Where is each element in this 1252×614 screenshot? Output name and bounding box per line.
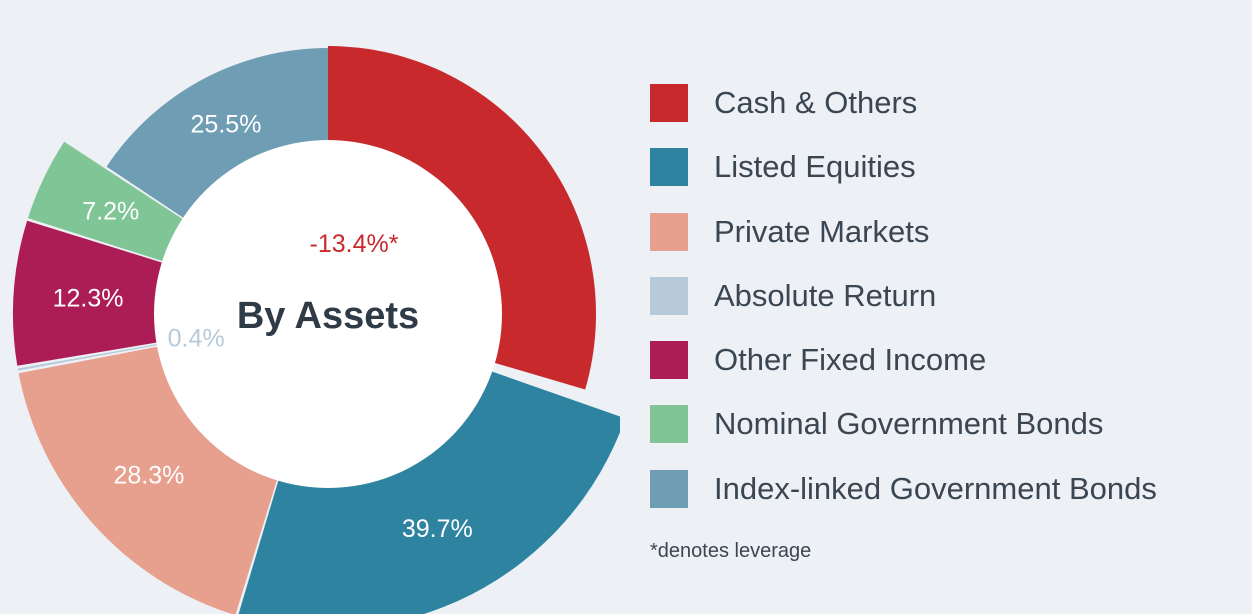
legend-label: Other Fixed Income <box>714 342 987 378</box>
legend-item-listed-equities: Listed Equities <box>650 148 1157 187</box>
legend-label: Nominal Government Bonds <box>714 406 1104 442</box>
legend-swatch <box>650 212 688 251</box>
legend-label: Private Markets <box>714 213 930 249</box>
legend-item-private-markets: Private Markets <box>650 212 1157 251</box>
legend-item-index-linked-government-bonds: Index-linked Government Bonds <box>650 469 1157 508</box>
slice-private-markets <box>18 346 278 614</box>
slice-cash-and-others <box>328 46 596 390</box>
chart-center-label: By Assets <box>237 295 419 337</box>
legend-label: Listed Equities <box>714 149 916 185</box>
legend-item-cash-and-others: Cash & Others <box>650 84 1157 122</box>
slice-index-linked-government-bonds <box>106 48 328 219</box>
legend-item-nominal-government-bonds: Nominal Government Bonds <box>650 405 1157 444</box>
legend-label: Cash & Others <box>714 85 918 120</box>
slice-listed-equities <box>238 370 620 614</box>
legend-swatch <box>650 276 688 315</box>
legend-swatch <box>650 405 688 444</box>
chart-footnote: *denotes leverage <box>650 540 812 562</box>
slice-value-labels: -13.4%* 39.7% 28.3% 0.4% 12.3% 7.2% 25.5% <box>53 111 473 544</box>
donut-chart: -13.4%* 39.7% 28.3% 0.4% 12.3% 7.2% 25.5% By A… <box>12 46 620 614</box>
legend-swatch <box>650 84 688 122</box>
slice-absolute-return <box>17 343 159 371</box>
slice-label-cash-and-others: -13.4%* <box>310 230 399 258</box>
legend-label: Absolute Return <box>714 277 937 313</box>
slice-label-nominal-government-bonds: 7.2% <box>82 198 139 226</box>
slice-label-private-markets: 28.3% <box>113 462 184 490</box>
slice-label-absolute-return: 0.4% <box>168 325 225 353</box>
slice-label-other-fixed-income: 12.3% <box>53 285 124 313</box>
slice-label-listed-equities: 39.7% <box>402 515 473 543</box>
legend-item-other-fixed-income: Other Fixed Income <box>650 341 1157 380</box>
slice-label-index-linked-government-bonds: 25.5% <box>191 111 262 139</box>
donut-hole <box>154 140 502 488</box>
donut-slices <box>12 46 620 614</box>
legend-swatch <box>650 469 688 508</box>
legend-item-absolute-return: Absolute Return <box>650 276 1157 315</box>
legend-swatch <box>650 148 688 187</box>
legend-swatch <box>650 341 688 380</box>
slice-nominal-government-bonds <box>27 141 184 262</box>
chart-legend: Cash & Others Listed Equities Private Mark… <box>650 84 1157 534</box>
slice-other-fixed-income <box>12 220 164 366</box>
legend-label: Index-linked Government Bonds <box>714 470 1157 506</box>
